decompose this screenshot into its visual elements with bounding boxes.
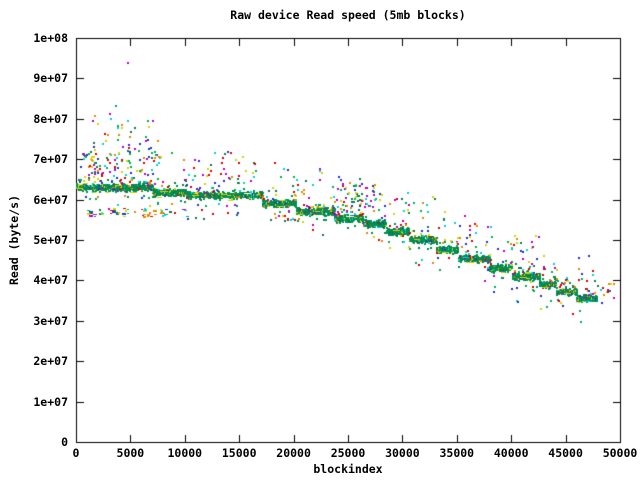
x-tick-label: 30000: [385, 446, 420, 460]
y-tick-label: 9e+07: [33, 71, 68, 86]
x-tick-label: 45000: [548, 446, 583, 460]
x-tick-label: 10000: [167, 446, 203, 460]
x-tick-label: 25000: [330, 446, 366, 460]
y-tick-label: 8e+07: [33, 111, 68, 126]
x-tick-label: 15000: [221, 446, 257, 460]
y-tick-label: 2e+07: [33, 354, 68, 369]
x-tick-label: 35000: [439, 446, 475, 460]
x-tick-label: 5000: [116, 446, 145, 460]
plot-title: Raw device Read speed (5mb blocks): [230, 8, 466, 22]
y-tick-label: 3e+07: [33, 313, 68, 328]
x-tick-label: 50000: [602, 446, 638, 460]
y-tick-label: 6e+07: [33, 192, 68, 207]
x-tick-label: 20000: [276, 446, 311, 460]
y-tick-label: 4e+07: [33, 273, 68, 288]
x-axis-label: blockindex: [313, 462, 383, 476]
x-tick-label: 40000: [493, 446, 529, 460]
x-tick-label: 0: [72, 446, 80, 460]
y-tick-label: 0: [61, 435, 68, 449]
y-tick-label: 5e+07: [33, 233, 68, 247]
y-tick-label: 1e+08: [33, 31, 68, 45]
y-tick-label: 1e+07: [33, 394, 68, 409]
y-tick-label: 7e+07: [33, 152, 68, 167]
